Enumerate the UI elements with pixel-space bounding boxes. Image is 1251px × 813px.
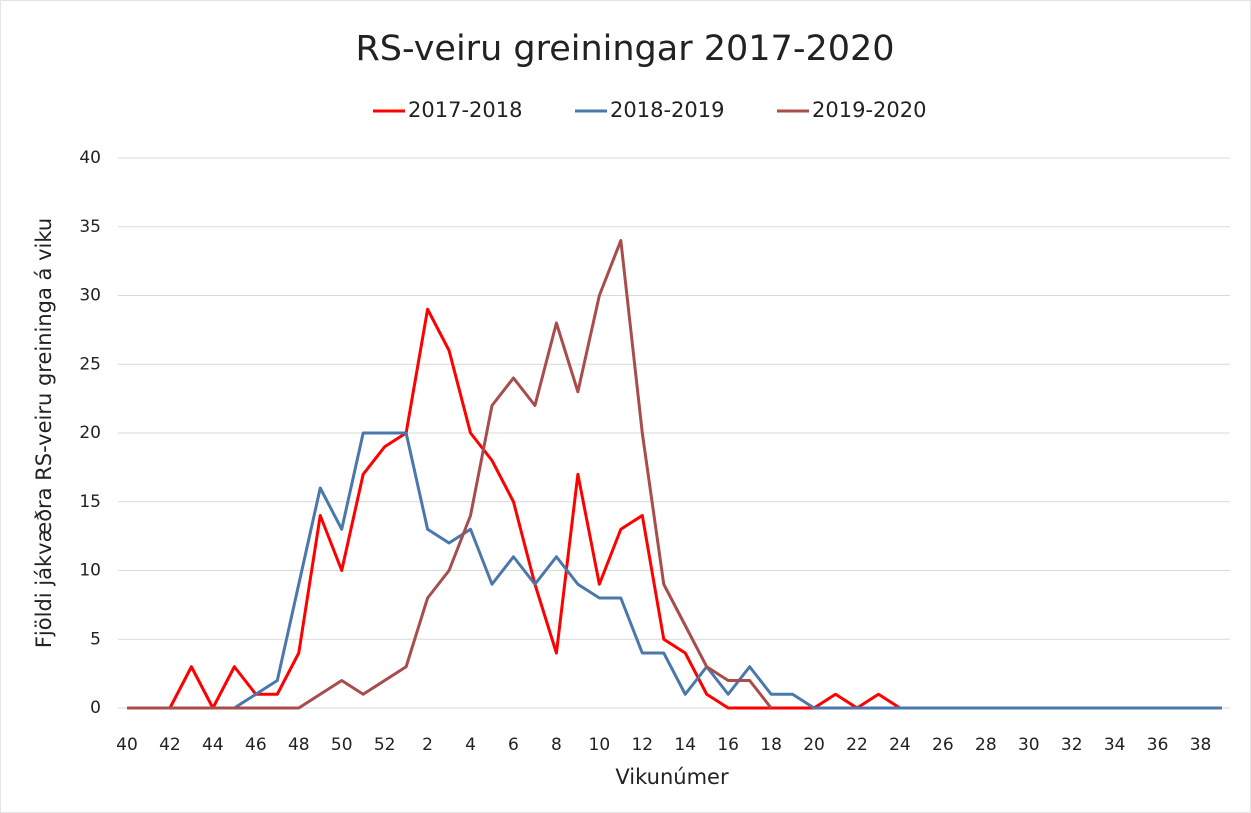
x-tick-label: 20 — [803, 735, 825, 755]
x-tick-label: 50 — [331, 735, 353, 755]
x-tick-label: 30 — [1018, 735, 1040, 755]
legend-label: 2018-2019 — [610, 98, 724, 122]
x-tick-label: 40 — [116, 735, 138, 755]
x-tick-label: 52 — [374, 735, 396, 755]
x-tick-label: 28 — [975, 735, 997, 755]
x-tick-label: 10 — [589, 735, 611, 755]
x-tick-label: 4 — [465, 735, 476, 755]
series-line — [127, 431, 1222, 710]
x-tick-label: 8 — [551, 735, 562, 755]
x-tick-label: 24 — [889, 735, 911, 755]
x-tick-label: 44 — [202, 735, 224, 755]
y-tick-label: 35 — [79, 217, 101, 237]
y-tick-label: 5 — [90, 629, 101, 649]
x-tick-label: 18 — [760, 735, 782, 755]
x-tick-label: 42 — [159, 735, 181, 755]
y-tick-label: 20 — [79, 423, 101, 443]
x-tick-label: 16 — [717, 735, 739, 755]
y-tick-label: 15 — [79, 492, 101, 512]
x-tick-label: 38 — [1190, 735, 1212, 755]
chart-title: RS-veiru greiningar 2017-2020 — [355, 29, 894, 69]
y-tick-label: 0 — [90, 698, 101, 718]
x-axis-title: Vikunúmer — [615, 765, 729, 789]
x-tick-label: 2 — [422, 735, 433, 755]
x-tick-label: 36 — [1147, 735, 1169, 755]
y-tick-label: 10 — [79, 561, 101, 581]
x-tick-label: 48 — [288, 735, 310, 755]
y-tick-label: 40 — [79, 148, 101, 168]
y-tick-label: 25 — [79, 354, 101, 374]
x-tick-label: 22 — [846, 735, 868, 755]
x-tick-label: 14 — [674, 735, 696, 755]
legend-label: 2017-2018 — [408, 98, 522, 122]
legend-label: 2019-2020 — [812, 98, 926, 122]
x-tick-label: 12 — [631, 735, 653, 755]
x-tick-label: 34 — [1104, 735, 1126, 755]
x-tick-label: 32 — [1061, 735, 1083, 755]
x-tick-label: 6 — [508, 735, 519, 755]
x-tick-label: 26 — [932, 735, 954, 755]
y-axis-title: Fjöldi jákvæðra RS-veiru greininga á vik… — [32, 218, 56, 648]
x-tick-label: 46 — [245, 735, 267, 755]
y-tick-label: 30 — [79, 286, 101, 306]
series-line — [127, 239, 773, 710]
